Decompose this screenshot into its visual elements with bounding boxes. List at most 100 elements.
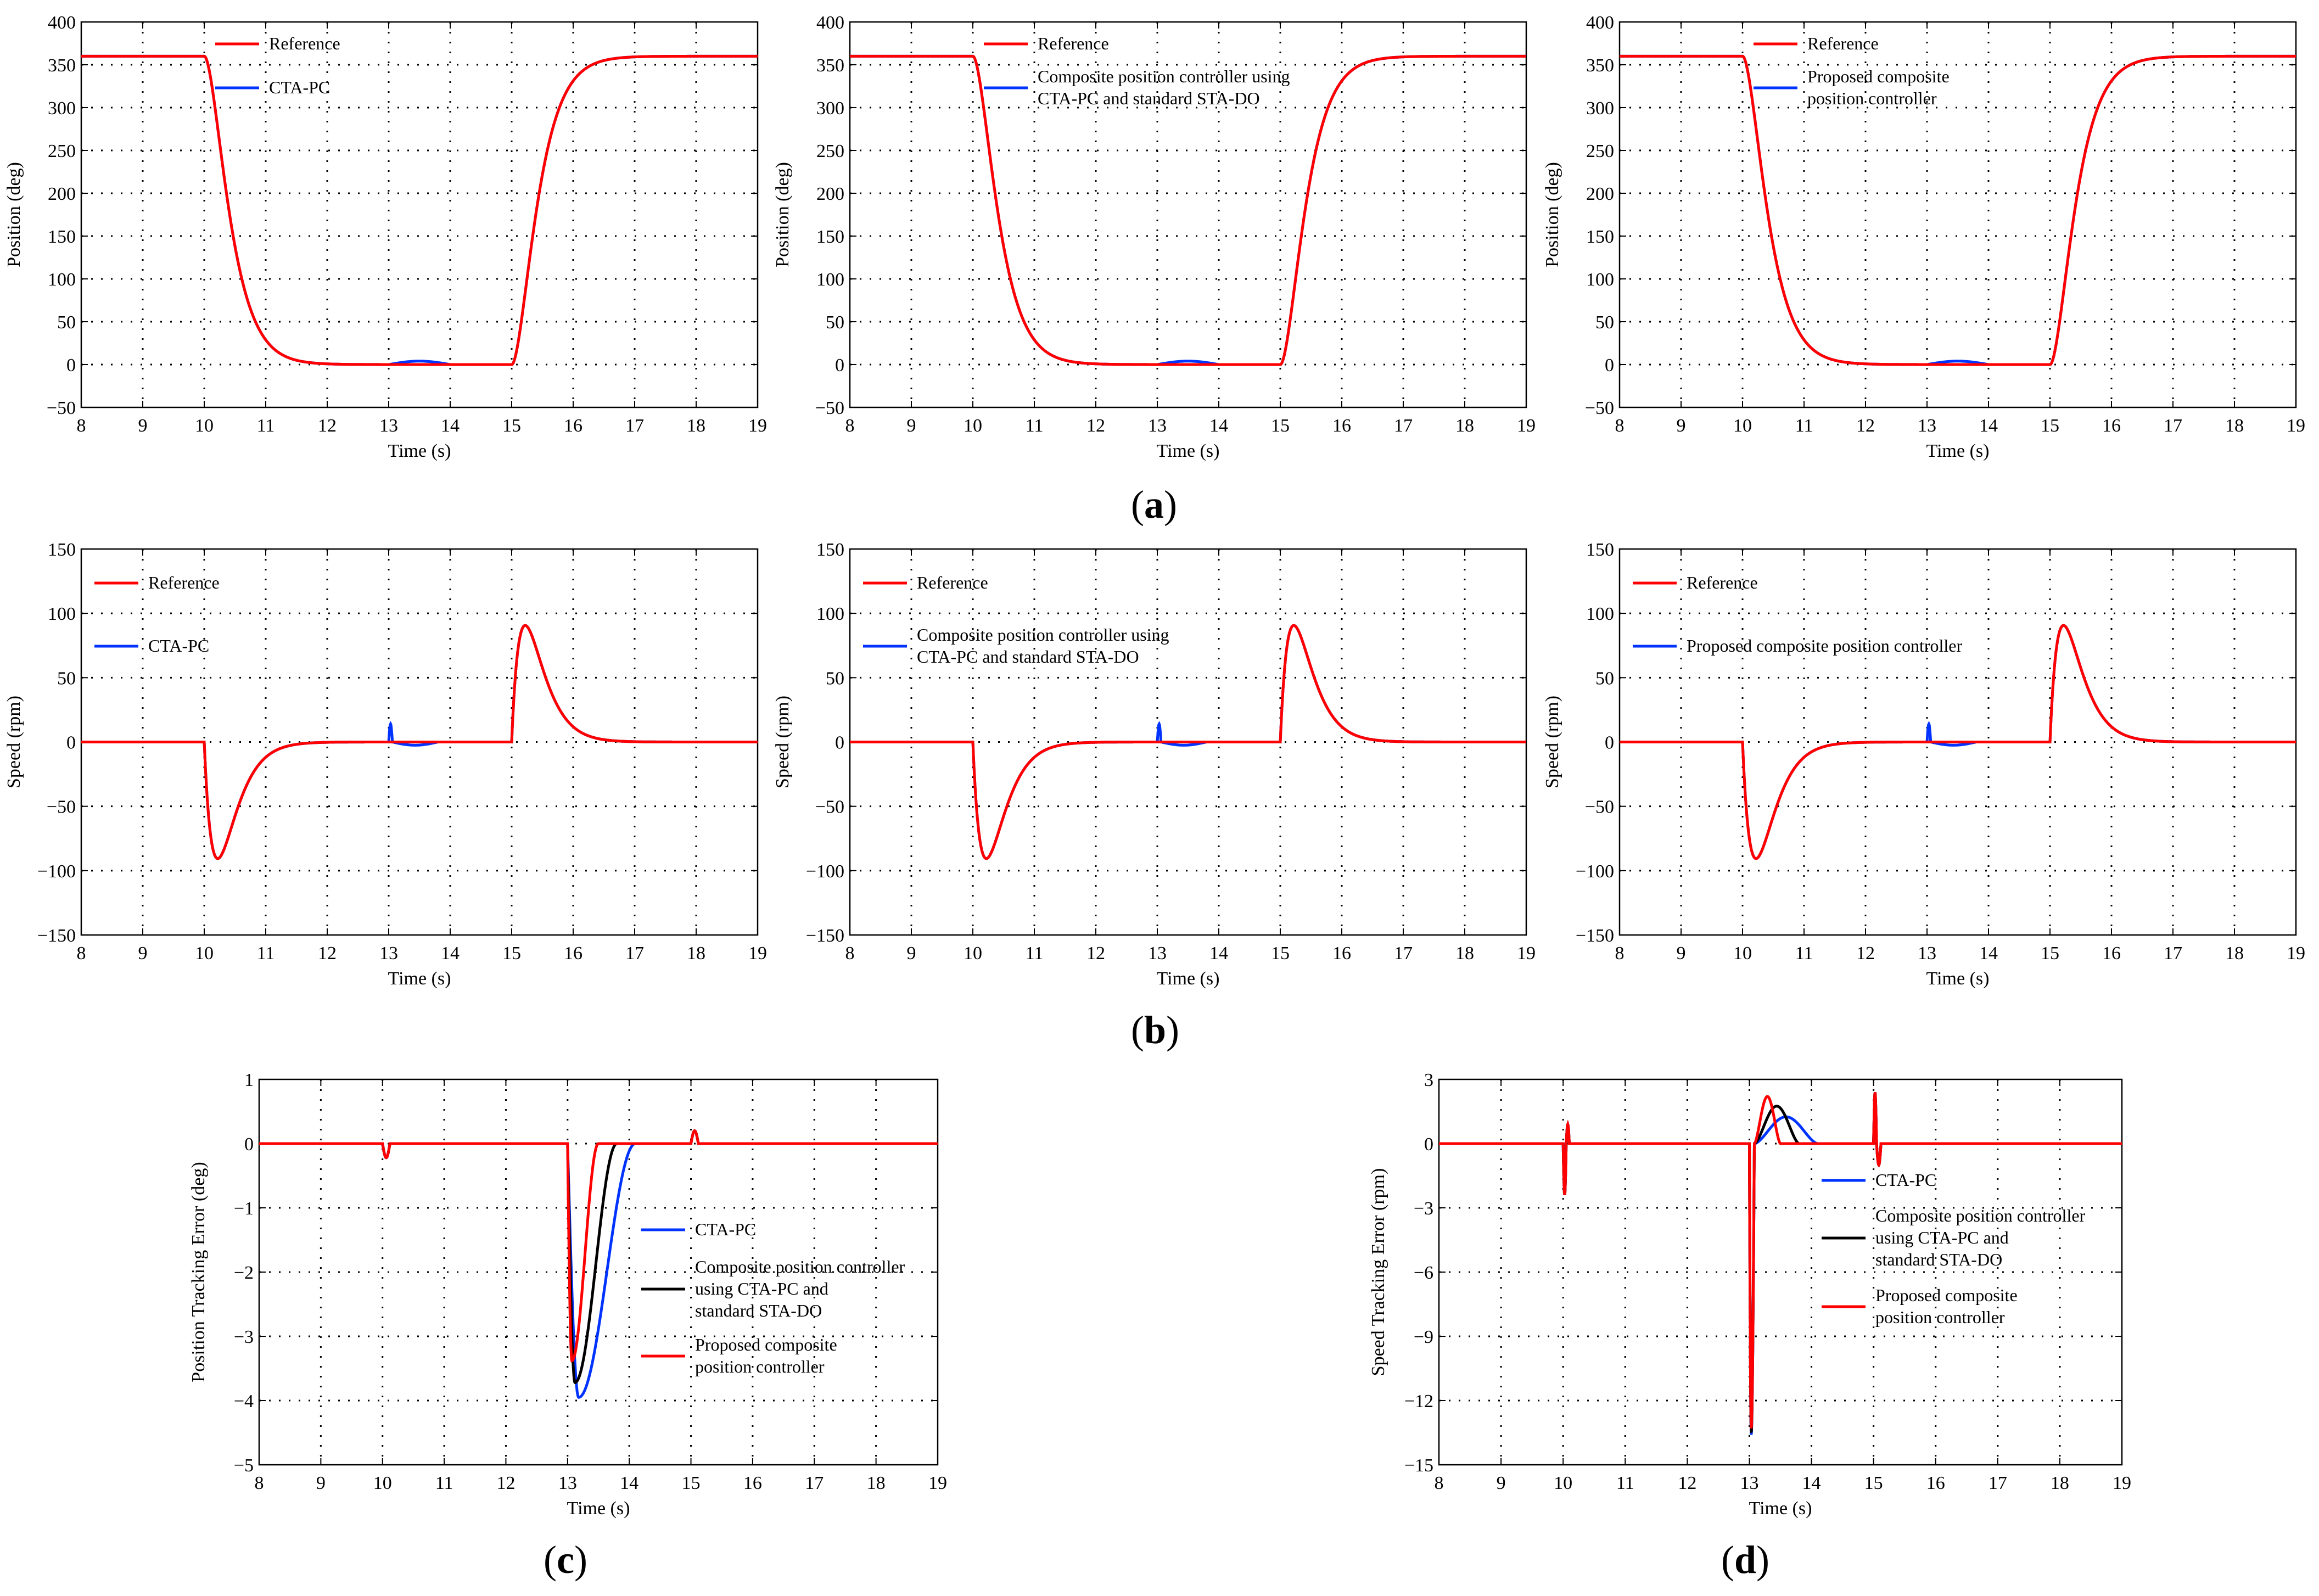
series-line bbox=[81, 54, 758, 366]
series-line bbox=[81, 624, 758, 860]
legend-label: CTA-PC bbox=[148, 636, 209, 656]
legend-label: Reference bbox=[148, 573, 220, 592]
y-tick-label: −50 bbox=[47, 797, 76, 817]
series-line bbox=[1620, 54, 2296, 366]
x-tick-label: 19 bbox=[2113, 1473, 2131, 1493]
legend-label: position controller bbox=[1875, 1307, 2005, 1327]
x-tick-label: 16 bbox=[1926, 1473, 1945, 1493]
x-tick-label: 19 bbox=[2287, 943, 2305, 964]
y-axis-label: Position (deg) bbox=[4, 162, 24, 267]
y-tick-label: 3 bbox=[1424, 1070, 1433, 1090]
x-tick-label: 14 bbox=[1209, 416, 1228, 436]
x-tick-label: 15 bbox=[1864, 1473, 1883, 1493]
x-tick-label: 18 bbox=[2225, 416, 2244, 436]
legend-label: standard STA-DO bbox=[695, 1301, 822, 1320]
x-tick-label: 16 bbox=[2102, 943, 2121, 964]
y-tick-label: −150 bbox=[1576, 926, 1614, 946]
x-tick-label: 14 bbox=[441, 943, 460, 964]
x-tick-label: 11 bbox=[435, 1473, 453, 1493]
x-tick-label: 10 bbox=[1733, 943, 1752, 964]
series-line bbox=[850, 624, 1526, 860]
legend-label: CTA-PC and standard STA-DO bbox=[917, 647, 1139, 667]
x-tick-label: 14 bbox=[620, 1473, 638, 1493]
legend-label: CTA-PC bbox=[1875, 1170, 1936, 1190]
y-tick-label: 150 bbox=[48, 540, 76, 560]
x-tick-label: 13 bbox=[1740, 1473, 1758, 1493]
y-tick-label: 50 bbox=[1595, 312, 1614, 333]
x-tick-label: 19 bbox=[748, 416, 767, 436]
x-tick-label: 11 bbox=[257, 416, 275, 436]
x-tick-label: 12 bbox=[318, 416, 337, 436]
legend-label: Composite position controller using bbox=[1038, 66, 1290, 86]
y-tick-label: 200 bbox=[1586, 184, 1614, 204]
y-tick-label: 150 bbox=[1586, 227, 1614, 247]
x-tick-label: 10 bbox=[373, 1473, 392, 1493]
y-tick-label: 200 bbox=[48, 184, 76, 204]
x-tick-label: 10 bbox=[1554, 1473, 1572, 1493]
y-tick-label: 0 bbox=[1424, 1134, 1433, 1155]
x-tick-label: 8 bbox=[1435, 1473, 1444, 1493]
y-tick-label: 150 bbox=[1586, 540, 1614, 560]
legend-label: Proposed composite bbox=[1875, 1285, 2018, 1305]
x-axis-label: Time (s) bbox=[388, 441, 451, 461]
x-tick-label: 10 bbox=[195, 416, 214, 436]
y-tick-label: −100 bbox=[37, 861, 76, 882]
y-tick-label: 150 bbox=[48, 227, 76, 247]
y-tick-label: 100 bbox=[1586, 270, 1614, 290]
x-tick-label: 8 bbox=[845, 416, 855, 436]
y-tick-label: 100 bbox=[48, 270, 76, 290]
x-tick-label: 9 bbox=[1677, 416, 1686, 436]
panel-label-a-letter: a bbox=[1144, 483, 1164, 527]
y-tick-label: 250 bbox=[1586, 141, 1614, 161]
legend-label: Proposed composite position controller bbox=[1687, 636, 1963, 656]
panel-label-c: (c) bbox=[544, 1538, 587, 1582]
chart-a1: 8 9 10 11 12 13 14 15 16 17 18 19 −50 0 50 100 150 200 250… bbox=[4, 13, 767, 461]
legend-label: Reference bbox=[1038, 33, 1109, 53]
x-tick-label: 17 bbox=[625, 943, 644, 964]
x-tick-label: 14 bbox=[1209, 943, 1228, 964]
x-tick-label: 9 bbox=[1677, 943, 1686, 964]
legend-label: Composite position controller using bbox=[917, 625, 1169, 645]
y-tick-label: 50 bbox=[57, 312, 76, 333]
y-tick-label: 150 bbox=[816, 540, 844, 560]
chart-a2: 8 9 10 11 12 13 14 15 16 17 18 19 −50 0 50 100 150 200 250… bbox=[772, 13, 1536, 461]
y-axis-label: Speed (rpm) bbox=[4, 696, 24, 788]
x-tick-label: 8 bbox=[255, 1473, 264, 1493]
y-tick-label: 400 bbox=[1586, 13, 1614, 33]
y-tick-label: 0 bbox=[66, 355, 76, 376]
panel-label-c-letter: c bbox=[556, 1538, 574, 1582]
y-axis-label: Speed Tracking Error (rpm) bbox=[1368, 1168, 1388, 1376]
x-tick-label: 10 bbox=[195, 943, 214, 964]
chart-d: 8 9 10 11 12 13 14 15 16 17 18 19 −15 −12 −9 −6 −3 0 3 Time… bbox=[1368, 1070, 2131, 1519]
y-tick-label: −50 bbox=[47, 398, 76, 418]
x-tick-label: 16 bbox=[1332, 416, 1351, 436]
x-tick-label: 15 bbox=[502, 416, 521, 436]
x-tick-label: 10 bbox=[964, 416, 982, 436]
y-tick-label: 100 bbox=[1586, 604, 1614, 624]
legend-label: Composite position controller bbox=[1875, 1206, 2086, 1225]
x-tick-label: 18 bbox=[1455, 943, 1474, 964]
x-tick-label: 12 bbox=[1086, 416, 1105, 436]
x-tick-label: 12 bbox=[1086, 943, 1105, 964]
y-axis-label: Speed (rpm) bbox=[1542, 696, 1562, 788]
legend-label: CTA-PC bbox=[695, 1219, 756, 1239]
y-tick-label: 350 bbox=[1586, 55, 1614, 76]
x-tick-label: 11 bbox=[1795, 416, 1813, 436]
y-tick-label: −12 bbox=[1404, 1391, 1433, 1412]
legend: CTA-PC Composite position controller using… bbox=[1822, 1170, 2086, 1327]
y-tick-label: 50 bbox=[826, 668, 844, 688]
legend: Reference Proposed composite position con… bbox=[1633, 573, 1963, 656]
x-tick-label: 13 bbox=[558, 1473, 577, 1493]
x-tick-label: 17 bbox=[1988, 1473, 2007, 1493]
x-tick-label: 11 bbox=[1026, 416, 1044, 436]
y-tick-label: 50 bbox=[57, 668, 76, 688]
x-tick-label: 10 bbox=[1733, 416, 1752, 436]
y-tick-label: −2 bbox=[234, 1263, 254, 1283]
x-axis-label: Time (s) bbox=[388, 968, 451, 989]
x-tick-label: 9 bbox=[316, 1473, 326, 1493]
legend-label: position controller bbox=[1807, 88, 1937, 108]
y-axis-label: Speed (rpm) bbox=[772, 696, 793, 788]
x-tick-label: 12 bbox=[1856, 943, 1875, 964]
y-tick-label: 1 bbox=[244, 1070, 254, 1090]
